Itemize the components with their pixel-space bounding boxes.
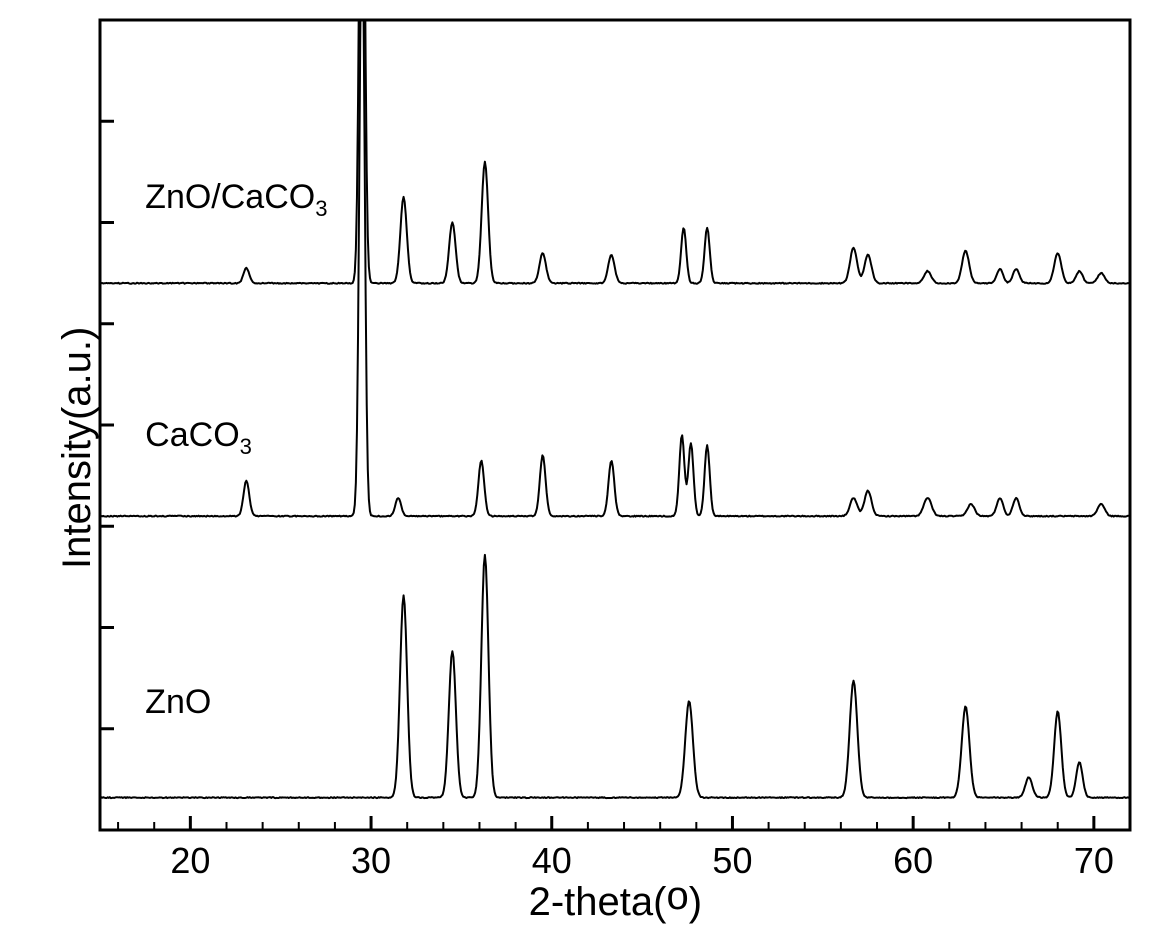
x-tick-label: 60 xyxy=(893,840,933,882)
series-label-ZnO_CaCO3: ZnO/CaCO3 xyxy=(145,178,327,222)
x-tick-label: 50 xyxy=(712,840,752,882)
y-axis-label: Intensity(a.u.) xyxy=(55,327,100,569)
x-tick-label: 70 xyxy=(1074,840,1114,882)
x-axis-label: 2-theta(o) xyxy=(529,880,702,925)
x-tick-label: 20 xyxy=(170,840,210,882)
series-label-CaCO3: CaCO3 xyxy=(145,416,252,460)
x-tick-label: 40 xyxy=(532,840,572,882)
x-tick-label: 30 xyxy=(351,840,391,882)
xrd-plot xyxy=(0,0,1158,943)
series-label-ZnO: ZnO xyxy=(145,683,211,722)
